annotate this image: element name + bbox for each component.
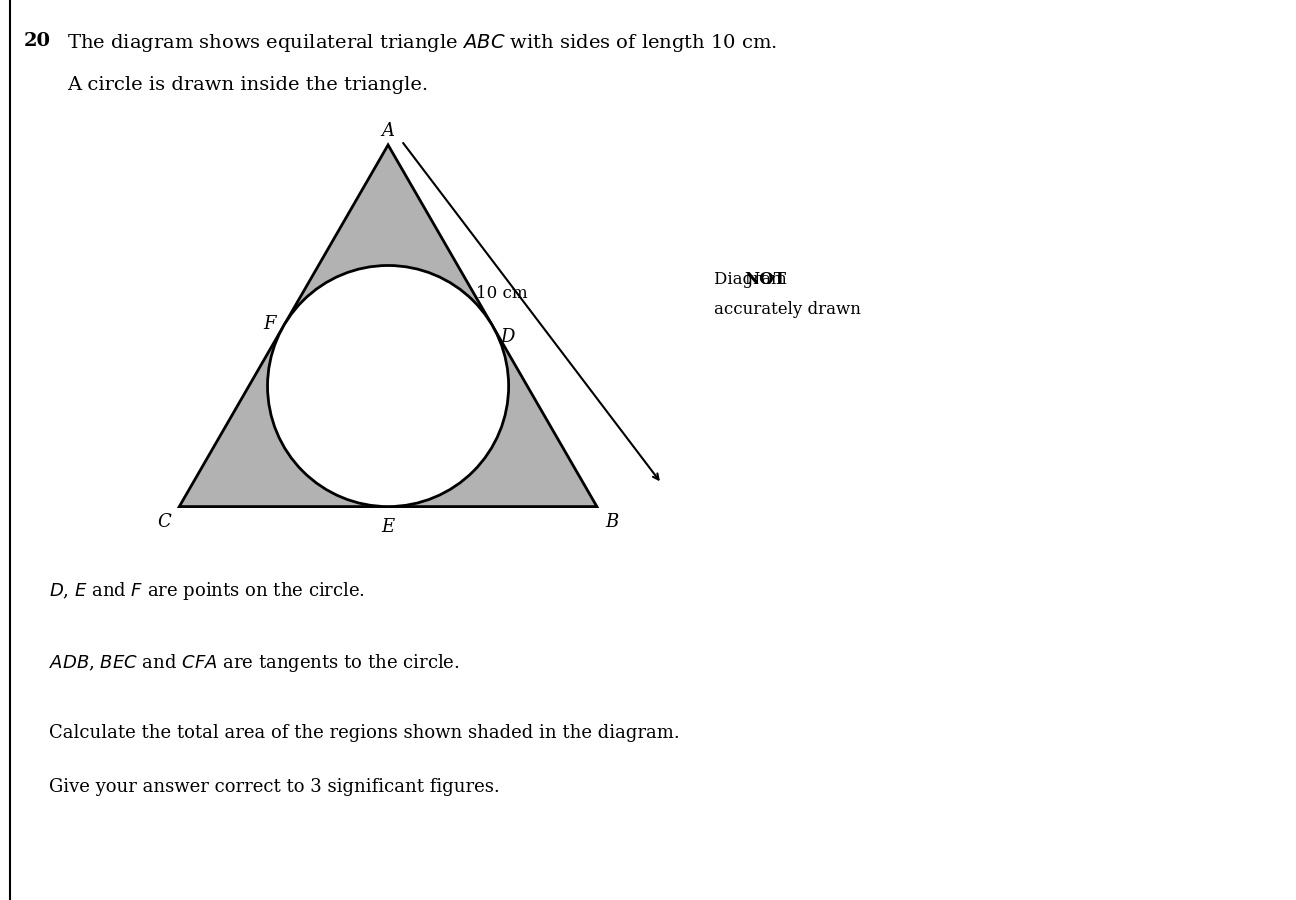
- Text: Give your answer correct to 3 significant figures.: Give your answer correct to 3 significan…: [49, 778, 500, 796]
- Polygon shape: [179, 145, 597, 507]
- Text: F: F: [263, 315, 276, 333]
- Text: A circle is drawn inside the triangle.: A circle is drawn inside the triangle.: [67, 76, 429, 94]
- Text: B: B: [605, 513, 618, 531]
- Text: E: E: [381, 518, 395, 536]
- Text: C: C: [157, 513, 171, 531]
- Text: 20: 20: [23, 32, 51, 50]
- Text: NOT: NOT: [744, 271, 785, 288]
- Text: $\it{ADB}$, $\it{BEC}$ and $\it{CFA}$ are tangents to the circle.: $\it{ADB}$, $\it{BEC}$ and $\it{CFA}$ ar…: [49, 652, 460, 674]
- Text: 10 cm: 10 cm: [477, 284, 527, 302]
- Text: Diagram: Diagram: [714, 271, 792, 288]
- Text: D: D: [500, 328, 515, 346]
- Circle shape: [267, 266, 508, 507]
- Text: accurately drawn: accurately drawn: [714, 301, 861, 318]
- Text: Calculate the total area of the regions shown shaded in the diagram.: Calculate the total area of the regions …: [49, 724, 680, 742]
- Text: A: A: [381, 122, 394, 140]
- Text: $\it{D}$, $\it{E}$ and $\it{F}$ are points on the circle.: $\it{D}$, $\it{E}$ and $\it{F}$ are poin…: [49, 580, 365, 602]
- Text: The diagram shows equilateral triangle $\it{ABC}$ with sides of length 10 cm.: The diagram shows equilateral triangle $…: [67, 32, 778, 53]
